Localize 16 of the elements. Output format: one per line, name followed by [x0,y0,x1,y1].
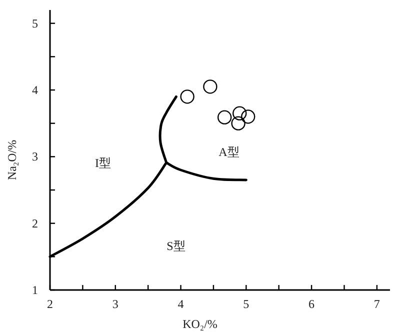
y-tick-label: 3 [32,150,38,164]
x-tick-label: 7 [374,297,380,311]
annotation: S型 [166,239,186,253]
x-tick-label: 6 [308,297,315,311]
y-tick-label: 5 [32,16,38,30]
x-tick-label: 3 [112,297,118,311]
x-tick-label: 4 [178,297,184,311]
x-tick-label: 2 [47,297,53,311]
annotation: A型 [218,145,240,159]
y-tick-label: 1 [32,283,38,297]
y-tick-label: 4 [32,83,38,97]
y-axis-title: Na₂O/% [5,140,19,180]
x-axis-title: KO₂/% [182,317,218,331]
x-tick-label: 5 [243,297,250,311]
y-tick-label: 2 [32,216,38,230]
annotation: I型 [95,156,111,170]
